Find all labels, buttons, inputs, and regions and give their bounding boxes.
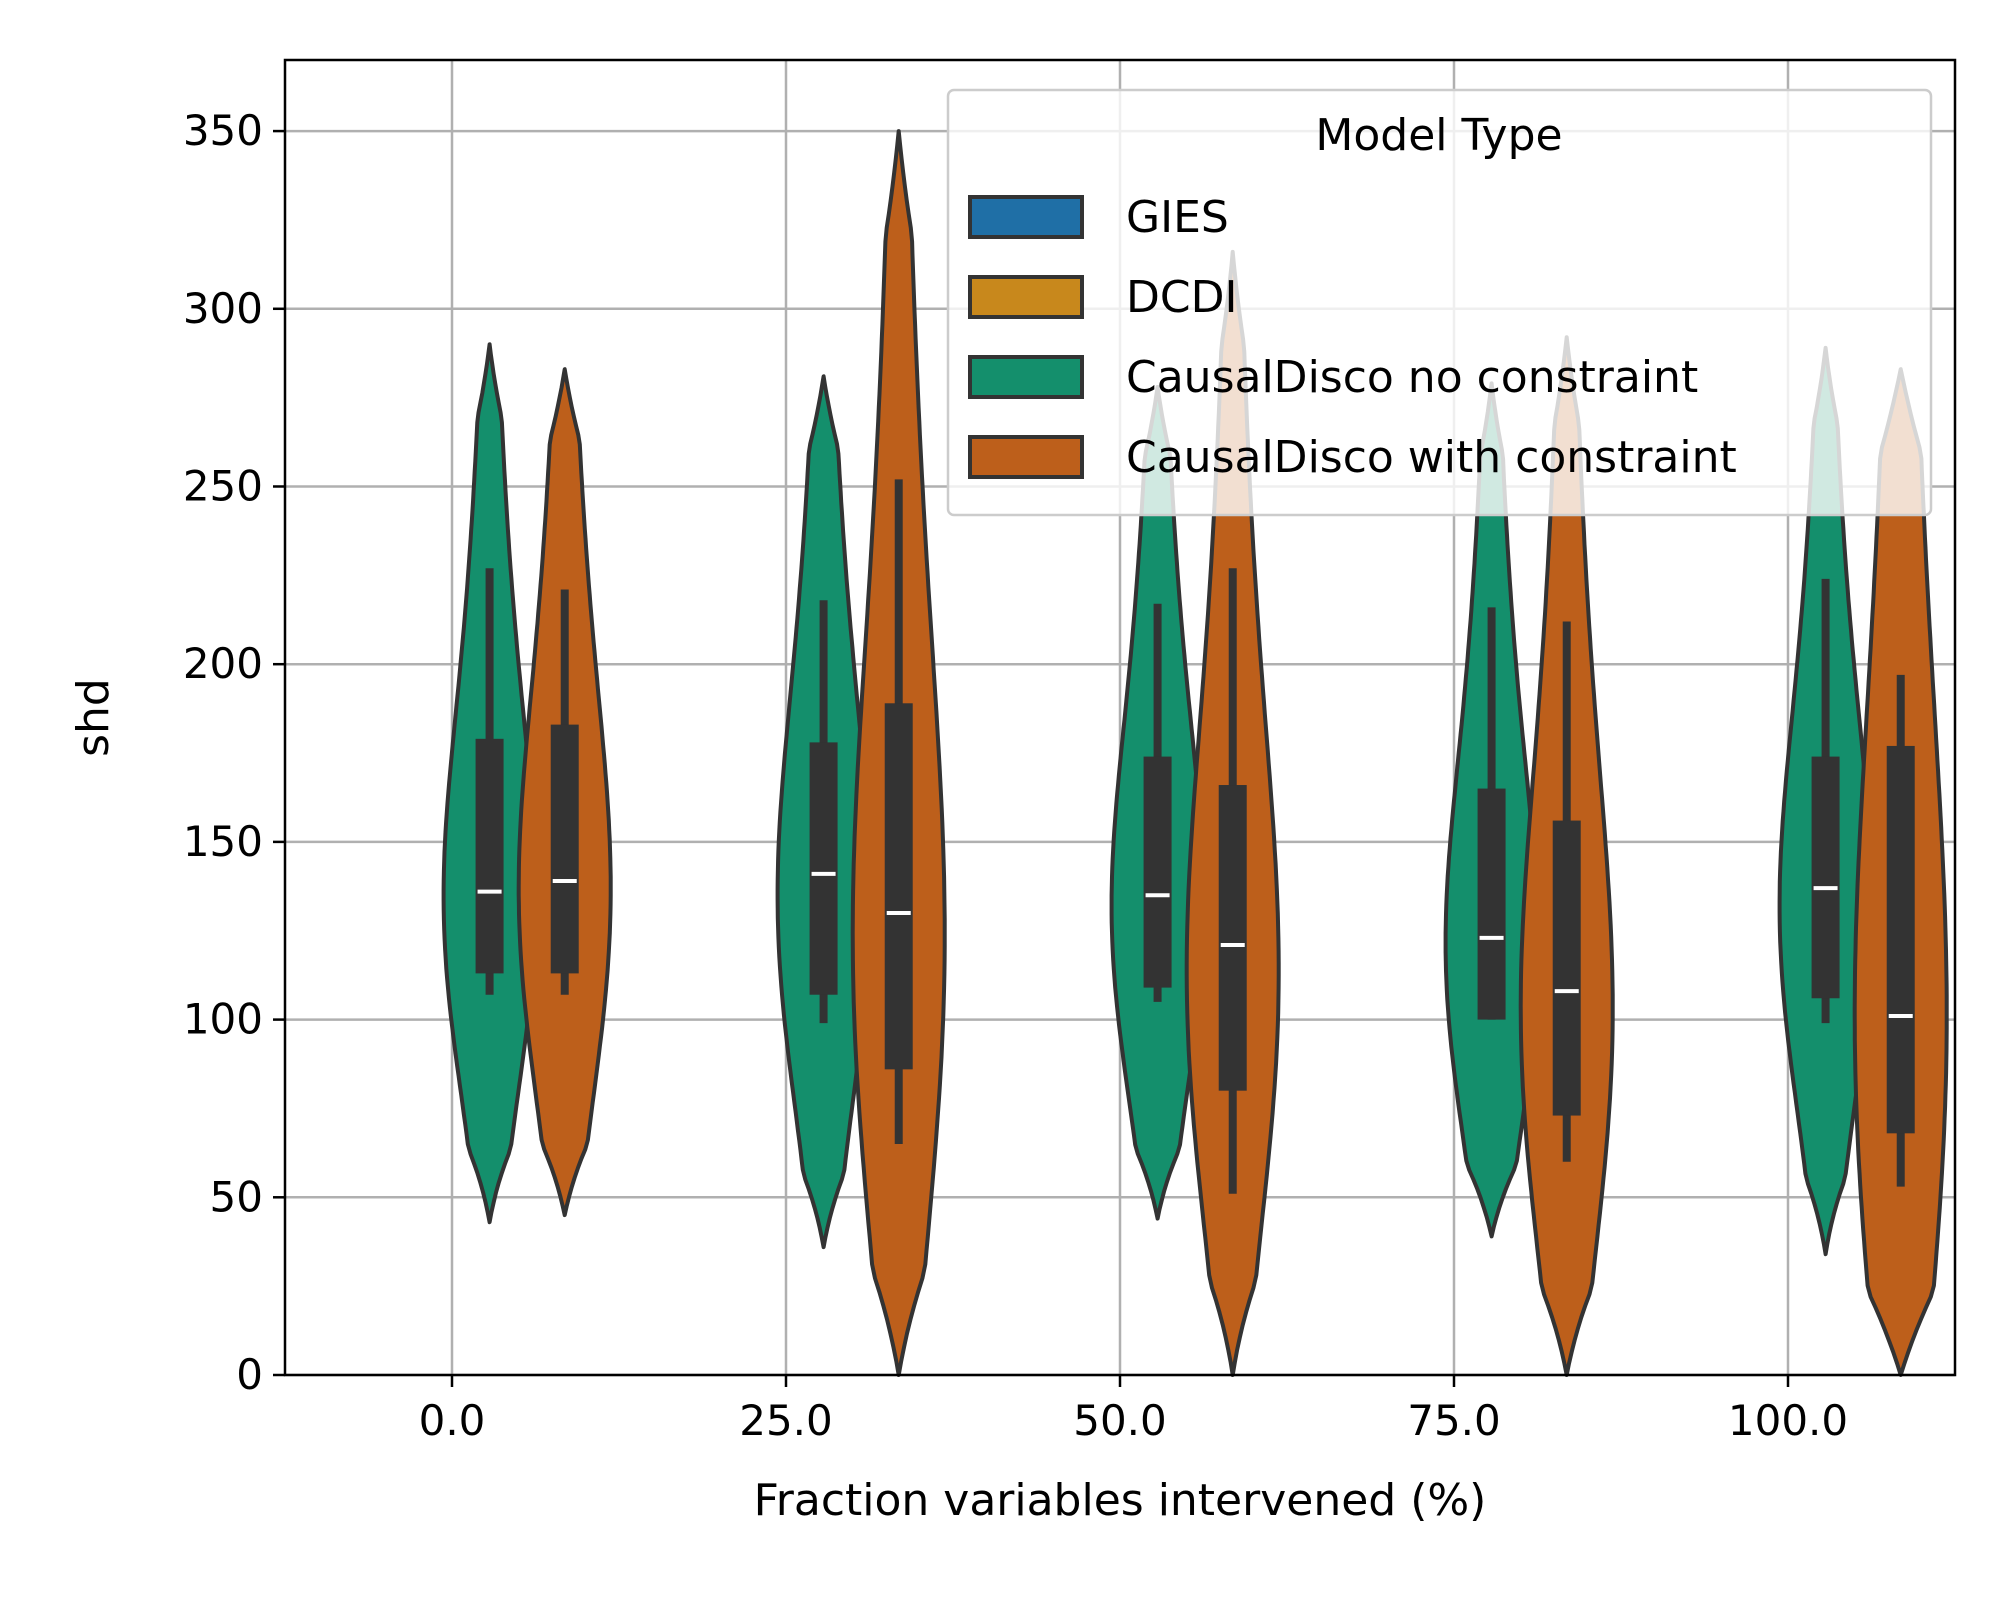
inner-boxes <box>475 479 1915 1194</box>
legend-swatch <box>968 435 1084 479</box>
y-tick-label: 300 <box>183 284 263 333</box>
y-tick-label: 100 <box>183 995 263 1044</box>
legend-swatch <box>968 275 1084 319</box>
x-axis-label: Fraction variables intervened (%) <box>754 1475 1487 1526</box>
legend-entry-label: GIES <box>1126 192 1229 243</box>
legend: Model Type GIES DCDI CausalDisco no constr… <box>946 88 1933 517</box>
legend-entry-label: CausalDisco with constraint <box>1126 432 1737 483</box>
box-iqr <box>550 724 579 974</box>
box-iqr <box>809 742 838 995</box>
box-iqr <box>1477 788 1506 1020</box>
y-tick-label: 0 <box>236 1350 263 1399</box>
box-iqr <box>1811 756 1840 999</box>
x-tick-label: 25.0 <box>739 1396 833 1445</box>
legend-box <box>946 88 1933 517</box>
box-iqr <box>1552 820 1581 1116</box>
x-tick-label: 100.0 <box>1728 1396 1848 1445</box>
box-iqr <box>475 738 504 974</box>
y-tick-label: 150 <box>183 817 263 866</box>
legend-title: Model Type <box>1315 110 1562 161</box>
y-tick-label: 50 <box>210 1172 263 1221</box>
x-tick-label: 50.0 <box>1073 1396 1167 1445</box>
y-tick-label: 250 <box>183 461 263 510</box>
y-axis-label: shd <box>68 678 119 757</box>
legend-entries: GIES DCDI CausalDisco no constraint CausalD… <box>968 192 1737 483</box>
x-tick-label: 75.0 <box>1407 1396 1501 1445</box>
legend-entry-label: CausalDisco no constraint <box>1126 352 1698 403</box>
y-tick-label: 350 <box>183 106 263 155</box>
box-iqr <box>884 703 913 1070</box>
box-iqr <box>1218 785 1247 1091</box>
legend-swatch <box>968 355 1084 399</box>
legend-swatch <box>968 195 1084 239</box>
box-iqr <box>1143 756 1172 988</box>
legend-entry-label: DCDI <box>1126 272 1237 323</box>
x-tick-label: 0.0 <box>419 1396 486 1445</box>
y-tick-label: 200 <box>183 639 263 688</box>
box-iqr <box>1886 745 1915 1134</box>
axis-ticks: 0 50 100 150 200 250 300 350 0.0 25.0 50.0 75.0 100.… <box>183 106 1848 1445</box>
